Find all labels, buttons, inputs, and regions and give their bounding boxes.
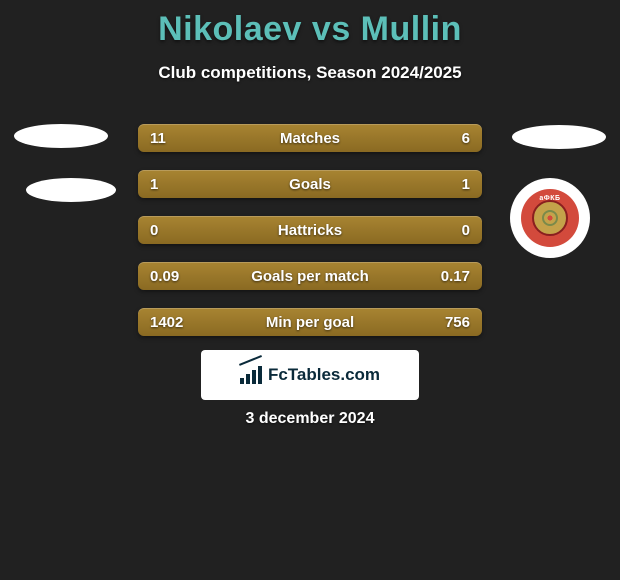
stat-right-value: 6: [462, 130, 470, 147]
left-team-placeholder-2: [26, 178, 116, 202]
stat-bar-goals-per-match: 0.09 Goals per match 0.17: [138, 262, 482, 290]
bar-chart-icon: [240, 366, 262, 384]
badge-inner: аФКБ: [521, 189, 579, 247]
right-team-badge: аФКБ: [510, 178, 590, 258]
stat-bar-hattricks: 0 Hattricks 0: [138, 216, 482, 244]
stat-label: Goals per match: [251, 268, 369, 285]
stat-right-value: 0: [462, 222, 470, 239]
stat-label: Goals: [289, 176, 331, 193]
stat-left-value: 1: [150, 176, 158, 193]
footer-date: 3 december 2024: [0, 410, 620, 428]
stat-left-value: 11: [150, 130, 166, 147]
brand-banner: FcTables.com: [201, 350, 419, 400]
stat-left-value: 0: [150, 222, 158, 239]
stat-label: Matches: [280, 130, 340, 147]
stats-bars: 11 Matches 6 1 Goals 1 0 Hattricks 0 0.0…: [138, 124, 482, 354]
stat-left-value: 1402: [150, 314, 183, 331]
stat-left-value: 0.09: [150, 268, 179, 285]
stat-bar-goals: 1 Goals 1: [138, 170, 482, 198]
stat-right-value: 756: [445, 314, 470, 331]
page-title: Nikolaev vs Mullin: [0, 0, 620, 49]
stat-label: Hattricks: [278, 222, 342, 239]
badge-circle-icon: [532, 200, 568, 236]
subtitle: Club competitions, Season 2024/2025: [0, 63, 620, 83]
brand-text: FcTables.com: [268, 365, 380, 385]
stat-bar-matches: 11 Matches 6: [138, 124, 482, 152]
stat-label: Min per goal: [266, 314, 354, 331]
stat-bar-min-per-goal: 1402 Min per goal 756: [138, 308, 482, 336]
stat-right-value: 1: [462, 176, 470, 193]
left-team-placeholder-1: [14, 124, 108, 148]
stat-right-value: 0.17: [441, 268, 470, 285]
right-team-placeholder-1: [512, 125, 606, 149]
